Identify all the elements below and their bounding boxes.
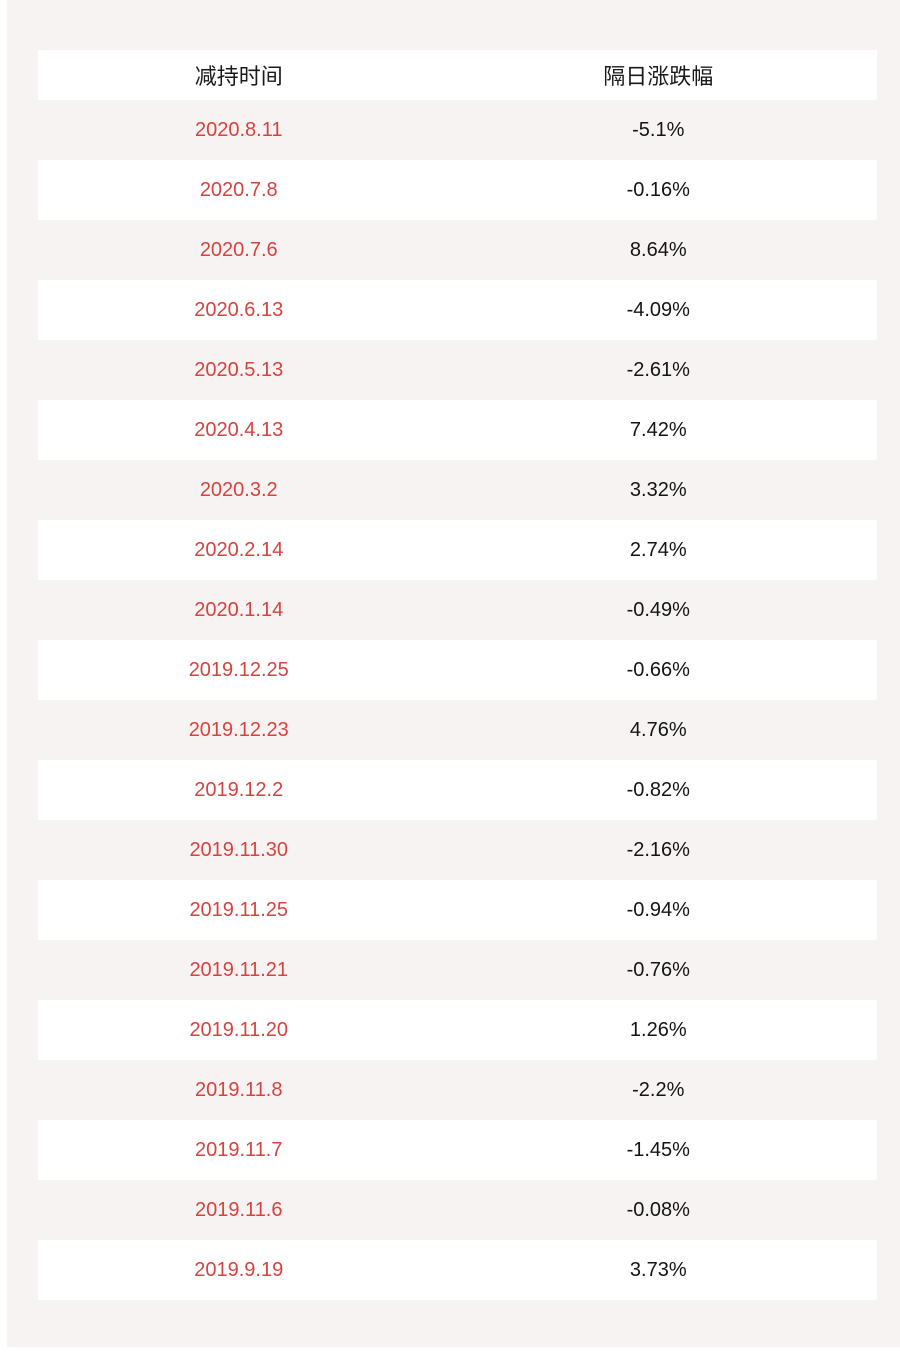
change-percent-cell: -0.16% [626, 178, 690, 201]
change-percent-cell: 2.74% [629, 538, 687, 561]
table-row: 2019.12.2 -0.82% [38, 760, 877, 820]
reduction-date-cell: 2019.12.23 [188, 718, 289, 741]
change-percent-cell: 7.42% [629, 418, 687, 441]
table-row: 2020.8.11 -5.1% [38, 100, 877, 160]
change-percent-cell: -2.2% [632, 1078, 685, 1101]
table-row: 2019.11.20 1.26% [38, 1000, 877, 1060]
table-row: 2020.3.2 3.32% [38, 460, 877, 520]
reduction-date-cell: 2019.12.25 [188, 658, 289, 681]
change-percent-cell: 3.32% [629, 478, 687, 501]
reduction-date-cell: 2020.7.6 [199, 238, 278, 261]
change-percent-cell: -2.61% [626, 358, 690, 381]
change-percent-cell: -4.09% [626, 298, 690, 321]
table-row: 2019.12.25 -0.66% [38, 640, 877, 700]
table-panel: 减持时间 隔日涨跌幅 2020.8.11 -5.1% 2020.7.8 -0.1… [7, 0, 900, 1347]
reduction-date-cell: 2019.11.8 [195, 1078, 283, 1101]
reduction-date-cell: 2019.9.19 [194, 1258, 284, 1281]
change-percent-cell: 1.26% [629, 1018, 687, 1041]
table-row: 2019.11.8 -2.2% [38, 1060, 877, 1120]
table-row: 2020.7.6 8.64% [38, 220, 877, 280]
change-percent-cell: -5.1% [632, 118, 685, 141]
reduction-date-cell: 2020.1.14 [194, 598, 284, 621]
change-percent-cell: -0.76% [626, 958, 690, 981]
table-body: 2020.8.11 -5.1% 2020.7.8 -0.16% 2020.7.6… [38, 100, 877, 1300]
reduction-date-cell: 2019.12.2 [194, 778, 284, 801]
change-percent-cell: 3.73% [629, 1258, 687, 1281]
change-percent-cell: 8.64% [629, 238, 687, 261]
reduction-date-cell: 2020.5.13 [194, 358, 284, 381]
table-row: 2019.11.25 -0.94% [38, 880, 877, 940]
table-header-row: 减持时间 隔日涨跌幅 [38, 50, 877, 100]
table-row: 2019.11.6 -0.08% [38, 1180, 877, 1240]
table-row: 2020.1.14 -0.49% [38, 580, 877, 640]
table-row: 2019.11.7 -1.45% [38, 1120, 877, 1180]
table-row: 2020.2.14 2.74% [38, 520, 877, 580]
reduction-date-cell: 2019.11.21 [189, 958, 289, 981]
change-percent-cell: -0.94% [626, 898, 690, 921]
reduction-date-cell: 2020.4.13 [194, 418, 284, 441]
column-header-reduction-date: 减持时间 [194, 64, 283, 89]
reduction-date-cell: 2019.11.25 [189, 898, 289, 921]
reduction-date-cell: 2020.8.11 [195, 118, 283, 141]
change-percent-cell: -2.16% [626, 838, 690, 861]
change-percent-cell: -0.66% [626, 658, 690, 681]
table-row: 2020.4.13 7.42% [38, 400, 877, 460]
reduction-date-cell: 2019.11.7 [195, 1138, 283, 1161]
table-row: 2019.12.23 4.76% [38, 700, 877, 760]
reduction-date-cell: 2019.11.6 [195, 1198, 283, 1221]
reduction-history-table: 减持时间 隔日涨跌幅 2020.8.11 -5.1% 2020.7.8 -0.1… [38, 50, 877, 1300]
reduction-date-cell: 2020.7.8 [199, 178, 278, 201]
table-row: 2020.5.13 -2.61% [38, 340, 877, 400]
table-row: 2019.11.21 -0.76% [38, 940, 877, 1000]
change-percent-cell: -0.82% [626, 778, 690, 801]
change-percent-cell: -1.45% [626, 1138, 690, 1161]
table-row: 2019.9.19 3.73% [38, 1240, 877, 1300]
reduction-date-cell: 2020.3.2 [199, 478, 278, 501]
column-header-next-day-change: 隔日涨跌幅 [603, 64, 714, 89]
change-percent-cell: -0.08% [626, 1198, 690, 1221]
table-row: 2019.11.30 -2.16% [38, 820, 877, 880]
table-row: 2020.6.13 -4.09% [38, 280, 877, 340]
reduction-date-cell: 2020.6.13 [194, 298, 284, 321]
table-row: 2020.7.8 -0.16% [38, 160, 877, 220]
reduction-date-cell: 2020.2.14 [194, 538, 284, 561]
reduction-date-cell: 2019.11.20 [189, 1018, 289, 1041]
change-percent-cell: -0.49% [626, 598, 690, 621]
change-percent-cell: 4.76% [629, 718, 687, 741]
reduction-date-cell: 2019.11.30 [189, 838, 289, 861]
